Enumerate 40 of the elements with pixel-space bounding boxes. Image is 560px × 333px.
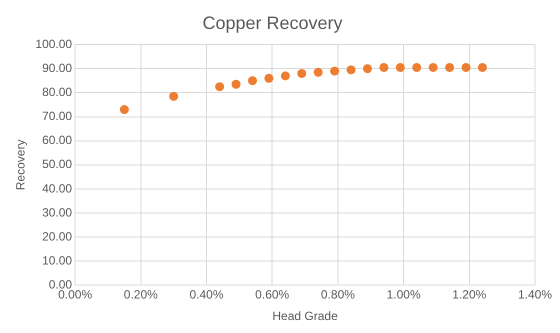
- x-tick-label: 0.00%: [58, 288, 92, 302]
- point: [232, 80, 241, 89]
- point: [120, 105, 129, 114]
- y-tick-label: 10.00: [42, 253, 72, 268]
- y-tick-label: 20.00: [42, 229, 72, 244]
- point: [169, 92, 178, 101]
- y-tick-label: 90.00: [42, 60, 72, 75]
- y-tick-label: 50.00: [42, 157, 72, 172]
- x-tick-label: 1.40%: [518, 288, 552, 302]
- point: [248, 76, 257, 86]
- point: [396, 62, 405, 72]
- y-tick-label: 40.00: [42, 181, 72, 196]
- point: [297, 68, 306, 78]
- y-tick-label: 60.00: [42, 133, 72, 148]
- y-axis-title: Recovery: [14, 140, 28, 190]
- chart-title: Copper Recovery: [202, 12, 343, 33]
- point: [445, 62, 454, 72]
- x-tick-label: 0.80%: [320, 288, 356, 302]
- point: [478, 62, 487, 72]
- y-tick-label: 100.00: [35, 36, 72, 51]
- point: [362, 64, 372, 74]
- x-tick-label: 0.60%: [255, 288, 290, 302]
- point: [280, 71, 290, 80]
- y-tick-label: 30.00: [42, 205, 72, 220]
- x-tick-label: 0.40%: [189, 288, 224, 302]
- y-tick-label: 70.00: [42, 109, 72, 124]
- point: [314, 68, 323, 77]
- x-tick-label: 1.20%: [452, 288, 487, 302]
- x-axis-title: Head Grade: [272, 309, 338, 324]
- point: [428, 62, 438, 72]
- point: [379, 62, 388, 72]
- point: [462, 62, 471, 72]
- y-tick-label: 80.00: [42, 85, 72, 100]
- point: [215, 82, 224, 92]
- point: [346, 65, 356, 74]
- point: [412, 62, 422, 72]
- point: [330, 66, 340, 76]
- x-tick-label: 1.00%: [386, 288, 421, 302]
- point: [264, 74, 274, 83]
- x-tick-label: 0.20%: [124, 288, 158, 302]
